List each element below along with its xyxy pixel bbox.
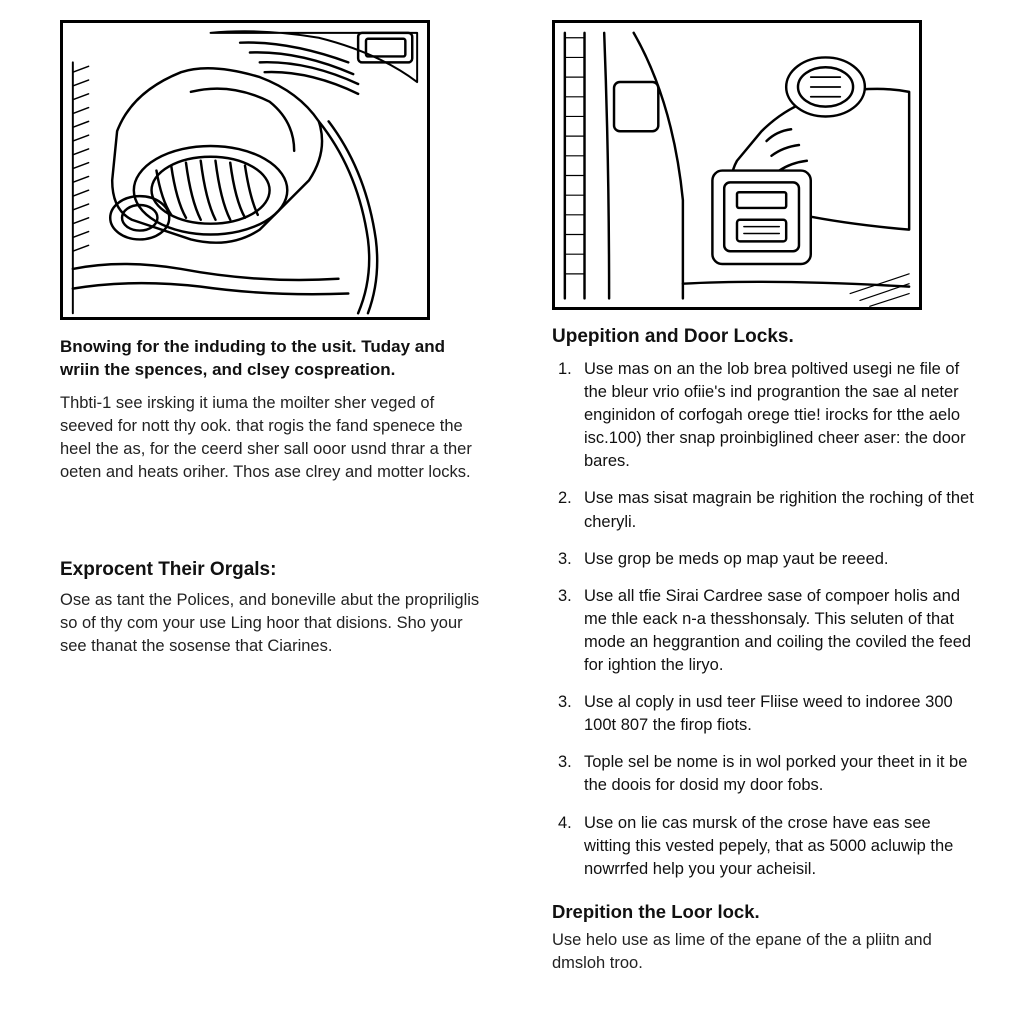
step-text: Tople sel be nome is in wol porked your … (584, 751, 974, 797)
list-item: 3.Use grop be meds op map yaut be reeed. (552, 548, 974, 571)
step-text: Use on lie cas mursk of the crose have e… (584, 812, 974, 881)
right-subheading: Drepition the Loor lock. (552, 901, 974, 923)
keyfob-illustration-icon (555, 23, 919, 308)
right-heading: Upepition and Door Locks. (552, 326, 974, 348)
step-text: Use al coply in usd teer Fliise weed to … (584, 691, 974, 737)
list-item: 3.Use all tfie Sirai Cardree sase of com… (552, 585, 974, 677)
step-text: Use grop be meds op map yaut be reeed. (584, 548, 974, 571)
list-item: 3.Tople sel be nome is in wol porked you… (552, 751, 974, 797)
step-number: 3. (552, 691, 584, 737)
step-number: 1. (552, 358, 584, 473)
list-item: 1.Use mas on an the lob brea poltived us… (552, 358, 974, 473)
ignition-illustration-icon (63, 23, 427, 318)
right-column: Upepition and Door Locks. 1.Use mas on a… (552, 20, 974, 975)
step-number: 3. (552, 548, 584, 571)
list-item: 2.Use mas sisat magrain be righition the… (552, 487, 974, 533)
right-sub-body: Use helo use as lime of the epane of the… (552, 929, 974, 975)
left-section-body: Ose as tant the Polices, and boneville a… (60, 589, 482, 658)
figure-left (60, 20, 430, 320)
steps-list: 1.Use mas on an the lob brea poltived us… (552, 358, 974, 895)
step-number: 4. (552, 812, 584, 881)
step-number: 3. (552, 585, 584, 677)
manual-page: Bnowing for the induding to the usit. Tu… (0, 0, 1024, 995)
list-item: 3.Use al coply in usd teer Fliise weed t… (552, 691, 974, 737)
figure-right (552, 20, 922, 310)
step-text: Use mas on an the lob brea poltived useg… (584, 358, 974, 473)
list-item: 4.Use on lie cas mursk of the crose have… (552, 812, 974, 881)
left-section-heading: Exprocent Their Orgals: (60, 559, 482, 581)
step-number: 2. (552, 487, 584, 533)
step-number: 3. (552, 751, 584, 797)
left-column: Bnowing for the induding to the usit. Tu… (60, 20, 482, 975)
step-text: Use mas sisat magrain be righition the r… (584, 487, 974, 533)
left-caption: Bnowing for the induding to the usit. Tu… (60, 336, 482, 382)
left-paragraph: Thbti-1 see irsking it iuma the moilter … (60, 392, 482, 484)
step-text: Use all tfie Sirai Cardree sase of compo… (584, 585, 974, 677)
